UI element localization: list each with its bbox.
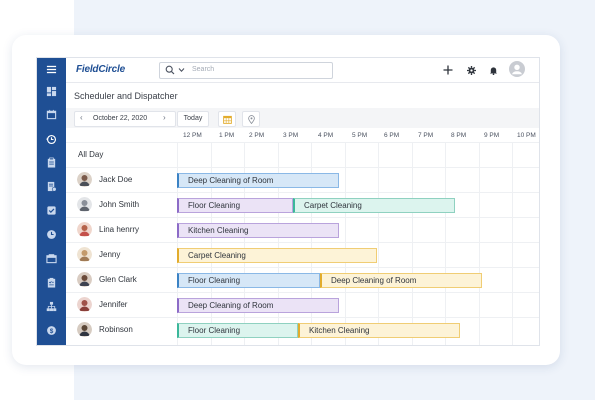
technician-name: Jenny bbox=[99, 250, 121, 259]
grid-line bbox=[177, 142, 178, 345]
dashboard-icon[interactable] bbox=[43, 83, 59, 99]
chevron-down-icon[interactable] bbox=[178, 67, 185, 73]
technician-name: Lina henrry bbox=[99, 225, 140, 234]
hierarchy-icon[interactable] bbox=[43, 298, 59, 314]
hour-label: 7 PM bbox=[418, 132, 434, 139]
event-block[interactable]: Carpet Cleaning bbox=[177, 248, 377, 263]
grid-line bbox=[378, 142, 379, 345]
hour-label: 3 PM bbox=[283, 132, 299, 139]
app-window: $ FieldCircle Search Scheduler a bbox=[36, 57, 540, 346]
date-picker[interactable]: ‹ October 22, 2020 › bbox=[74, 111, 176, 127]
calendar-icon[interactable] bbox=[43, 106, 59, 122]
dispatch-icon[interactable] bbox=[43, 131, 59, 147]
gear-icon[interactable] bbox=[463, 62, 479, 78]
top-bar: FieldCircle Search bbox=[66, 58, 539, 83]
event-block[interactable]: Deep Cleaning of Room bbox=[177, 298, 339, 313]
technician-name: John Smith bbox=[99, 200, 140, 209]
hour-label: 8 PM bbox=[451, 132, 467, 139]
grid-line bbox=[311, 142, 312, 345]
page-title: Scheduler and Dispatcher bbox=[74, 91, 178, 101]
chevron-left-icon[interactable]: ‹ bbox=[80, 113, 83, 122]
hour-label: 2 PM bbox=[249, 132, 265, 139]
avatar bbox=[77, 272, 92, 287]
technician-name: Jennifer bbox=[99, 300, 128, 309]
event-block[interactable]: Deep Cleaning of Room bbox=[320, 273, 482, 288]
dollar-icon[interactable]: $ bbox=[43, 322, 59, 338]
chevron-right-icon[interactable]: › bbox=[163, 113, 166, 122]
sidebar: $ bbox=[37, 58, 66, 345]
clock-icon[interactable] bbox=[43, 226, 59, 242]
calendar-view-icon[interactable] bbox=[218, 111, 236, 127]
grid-line bbox=[278, 142, 279, 345]
grid-line bbox=[512, 142, 513, 345]
grid-line bbox=[345, 142, 346, 345]
avatar bbox=[77, 297, 92, 312]
checkbox-icon[interactable] bbox=[43, 202, 59, 218]
table-row[interactable]: John Smith Floor Cleaning Carpet Cleanin… bbox=[66, 192, 539, 218]
hour-label: 1 PM bbox=[219, 132, 235, 139]
table-row[interactable]: Jennifer Deep Cleaning of Room bbox=[66, 292, 539, 318]
event-block[interactable]: Kitchen Cleaning bbox=[177, 223, 339, 238]
avatar bbox=[77, 172, 92, 187]
menu-icon[interactable] bbox=[43, 61, 59, 77]
table-row[interactable]: Glen Clark Floor Cleaning Deep Cleaning … bbox=[66, 267, 539, 293]
table-row[interactable]: Robinson Floor Cleaning Kitchen Cleaning bbox=[66, 317, 539, 343]
event-block[interactable]: Floor Cleaning bbox=[177, 273, 320, 288]
avatar bbox=[77, 247, 92, 262]
logo[interactable]: FieldCircle bbox=[76, 64, 125, 75]
table-row[interactable]: Jack Doe Deep Cleaning of Room bbox=[66, 167, 539, 193]
event-block[interactable]: Floor Cleaning bbox=[177, 198, 293, 213]
search-icon bbox=[165, 65, 175, 75]
grid-line bbox=[412, 142, 413, 345]
avatar bbox=[77, 322, 92, 337]
hour-label: 5 PM bbox=[352, 132, 368, 139]
search-input[interactable]: Search bbox=[192, 66, 215, 73]
user-avatar-icon[interactable] bbox=[509, 61, 525, 77]
inventory-icon[interactable] bbox=[43, 250, 59, 266]
clipboard-icon[interactable] bbox=[43, 154, 59, 170]
grid-line bbox=[445, 142, 446, 345]
event-block[interactable]: Carpet Cleaning bbox=[293, 198, 455, 213]
scheduler-grid: All Day Jack Doe Deep Cleaning of Room J… bbox=[66, 142, 539, 345]
avatar bbox=[77, 197, 92, 212]
scheduler-toolbar: ‹ October 22, 2020 › Today bbox=[66, 108, 539, 128]
grid-line bbox=[244, 142, 245, 345]
event-block[interactable]: Deep Cleaning of Room bbox=[177, 173, 339, 188]
grid-line bbox=[479, 142, 480, 345]
grid-line bbox=[211, 142, 212, 345]
event-block[interactable]: Floor Cleaning bbox=[177, 323, 298, 338]
table-row[interactable]: Lina henrry Kitchen Cleaning bbox=[66, 217, 539, 243]
hour-label: 12 PM bbox=[183, 132, 202, 139]
bell-icon[interactable] bbox=[485, 62, 501, 78]
technician-name: Glen Clark bbox=[99, 275, 137, 284]
all-day-row: All Day bbox=[66, 142, 539, 168]
technician-name: Robinson bbox=[99, 325, 133, 334]
main-content: FieldCircle Search Scheduler and Dispatc… bbox=[66, 58, 539, 345]
hour-label: 4 PM bbox=[318, 132, 334, 139]
event-block[interactable]: Kitchen Cleaning bbox=[298, 323, 460, 338]
avatar bbox=[77, 222, 92, 237]
technician-name: Jack Doe bbox=[99, 175, 133, 184]
checklist-icon[interactable] bbox=[43, 274, 59, 290]
hour-label: 9 PM bbox=[484, 132, 500, 139]
search-box[interactable]: Search bbox=[159, 62, 333, 79]
hour-header: 12 PM 1 PM 2 PM 3 PM 4 PM 5 PM 6 PM 7 PM… bbox=[66, 129, 539, 142]
invoice-icon[interactable] bbox=[43, 178, 59, 194]
hour-label: 6 PM bbox=[384, 132, 400, 139]
table-row[interactable]: Jenny Carpet Cleaning bbox=[66, 242, 539, 268]
map-pin-icon[interactable] bbox=[242, 111, 260, 127]
date-label: October 22, 2020 bbox=[93, 115, 148, 122]
plus-icon[interactable] bbox=[440, 62, 456, 78]
svg-text:$: $ bbox=[49, 327, 53, 334]
today-button[interactable]: Today bbox=[177, 111, 209, 127]
hour-label: 10 PM bbox=[517, 132, 536, 139]
all-day-label: All Day bbox=[78, 150, 104, 159]
